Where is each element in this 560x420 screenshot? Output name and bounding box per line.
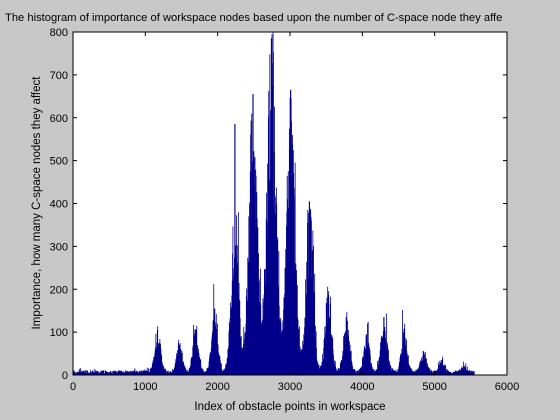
x-tick-label: 1000 [133, 381, 157, 393]
x-tick-label: 3000 [278, 381, 302, 393]
y-tick-label: 100 [50, 327, 68, 339]
x-axis-ticks: 0 1000 2000 3000 4000 5000 6000 [70, 32, 519, 393]
y-tick-label: 300 [50, 241, 68, 253]
x-tick-label: 6000 [495, 381, 519, 393]
x-tick-label: 4000 [350, 381, 374, 393]
x-tick-label: 5000 [422, 381, 446, 393]
histogram-bars [72, 32, 475, 375]
y-tick-label: 400 [50, 199, 68, 211]
y-tick-label: 600 [50, 113, 68, 125]
y-tick-label: 200 [50, 284, 68, 296]
y-tick-label: 700 [50, 70, 68, 82]
y-tick-label: 500 [50, 156, 68, 168]
y-tick-label: 800 [50, 27, 68, 39]
y-axis-label: Importance, how many C-space nodes they … [31, 76, 43, 330]
x-tick-label: 2000 [205, 381, 229, 393]
x-axis-label: Index of obstacle points in workspace [194, 401, 385, 413]
y-axis-ticks: 0 100 200 300 400 500 600 700 800 [50, 27, 507, 382]
y-tick-label: 0 [62, 370, 68, 382]
x-tick-label: 0 [70, 381, 76, 393]
chart-title: The histogram of importance of workspace… [5, 12, 502, 24]
